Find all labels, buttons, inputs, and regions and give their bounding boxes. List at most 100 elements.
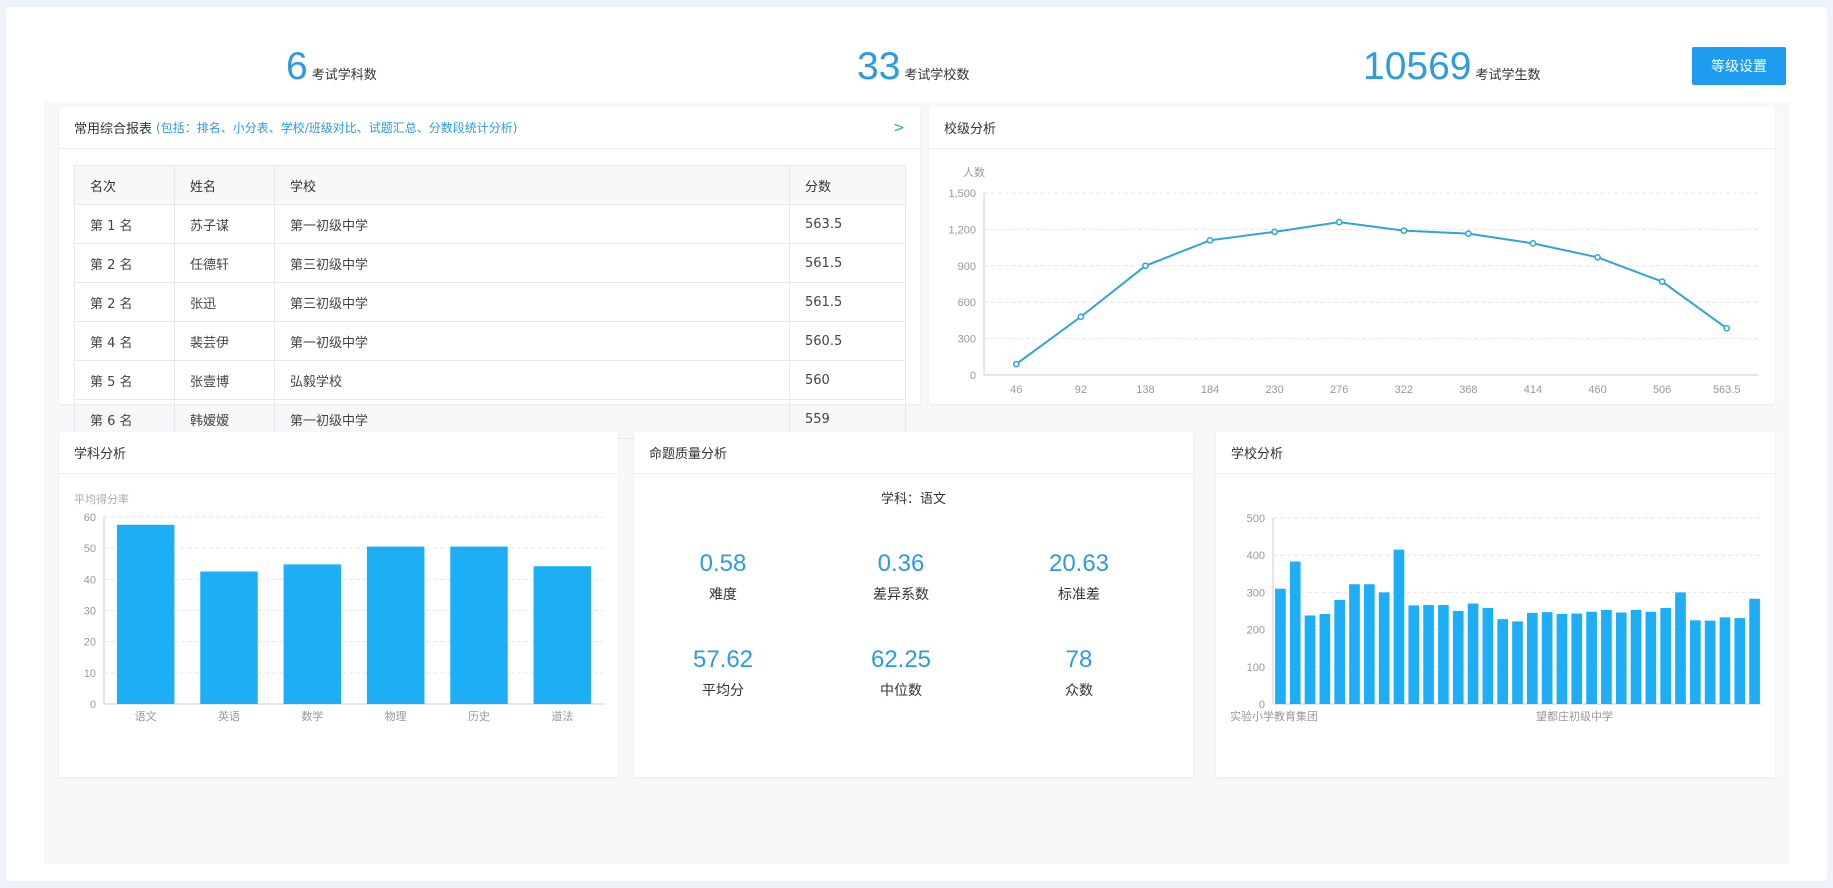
y-tick-label: 500: [1247, 513, 1265, 525]
stat-value: 33: [857, 45, 901, 88]
subject-title: 学科分析: [74, 447, 127, 462]
y-axis-title: 平均得分率: [74, 492, 129, 506]
school-level-card: 校级分析 人数 0 300 600 900 1,200 1,500 46 92 138 184 230…: [929, 107, 1775, 404]
bar: [1660, 608, 1672, 704]
metric-label: 中位数: [880, 683, 922, 699]
y-tick-label: 40: [84, 574, 96, 586]
y-tick-label: 50: [84, 543, 96, 555]
school-cell: 第一初级中学: [274, 321, 790, 361]
score-cell: 560: [789, 360, 906, 400]
school-header: 学校分析: [1216, 432, 1775, 474]
metric-mode: 78 众数: [990, 646, 1168, 700]
name-cell: 裴芸伊: [174, 321, 275, 361]
data-point: [1012, 360, 1020, 368]
bar: [1423, 605, 1434, 704]
column-header: 名次: [74, 165, 175, 205]
rank-cell: 第 2 名: [74, 282, 175, 322]
name-cell: 张迅: [174, 282, 275, 322]
bar: [1586, 611, 1597, 704]
quality-title: 命题质量分析: [649, 447, 728, 462]
table-row: 第 4 名 裴芸伊 第一初级中学 560.5: [74, 321, 906, 361]
bar: [1615, 612, 1627, 704]
school-cell: 弘毅学校: [274, 360, 790, 400]
x-tick-label: 506: [1653, 384, 1671, 396]
data-point: [1723, 324, 1731, 332]
bar: [1689, 620, 1701, 704]
bar: [1467, 603, 1479, 704]
stat-value: 10569: [1363, 45, 1472, 88]
x-tick-label: 414: [1524, 384, 1542, 396]
y-tick-label: 300: [1247, 587, 1265, 599]
data-point: [1594, 253, 1601, 261]
metric-value: 0.58: [699, 550, 747, 577]
rank-cell: 第 4 名: [74, 321, 175, 361]
x-tick-label: 实验小学教育集团: [1230, 709, 1318, 723]
report-card-header: 常用综合报表 (包括：排名、小分表、学校/班级对比、试题汇总、分数段统计分析) …: [59, 107, 920, 149]
x-tick-label: 563.5: [1713, 384, 1741, 396]
metric-label: 难度: [709, 587, 737, 603]
metric-average: 57.62 平均分: [634, 646, 812, 700]
metric-median: 62.25 中位数: [812, 646, 990, 700]
bar: [1497, 619, 1509, 704]
metric-value: 0.36: [877, 550, 925, 577]
bar: [1541, 612, 1553, 704]
y-tick-label: 0: [90, 699, 96, 711]
stat-label: 考试学生数: [1475, 68, 1541, 83]
bar: [1393, 549, 1405, 704]
column-header: 分数: [789, 165, 906, 205]
bar: [1438, 605, 1449, 704]
y-tick-label: 200: [1247, 625, 1265, 637]
bar: [1334, 599, 1346, 704]
score-cell: 561.5: [789, 243, 906, 283]
stat-school-count: 33 考试学校数: [857, 45, 969, 89]
metric-label: 差异系数: [873, 587, 929, 603]
school-card: 学校分析 0 100 200 300 400 500 实验小学教育集团 望都庄初级中学: [1216, 432, 1775, 777]
bar: [533, 566, 592, 704]
data-point: [1658, 278, 1666, 285]
y-tick-label: 300: [958, 334, 976, 346]
data-point: [1400, 227, 1408, 234]
bar: [1378, 592, 1390, 704]
metric-std-dev: 20.63 标准差: [990, 550, 1168, 604]
x-tick-label: 英语: [218, 709, 240, 723]
dashboard-page: 6 考试学科数 33 考试学校数 10569 考试学生数 等级设置 常用综合报表…: [6, 7, 1827, 881]
stat-subject-count: 6 考试学科数: [286, 45, 377, 89]
school-level-title: 校级分析: [944, 122, 997, 137]
data-point: [1465, 230, 1472, 237]
series-line: [1015, 221, 1728, 365]
subject-card: 学科分析 平均得分率 0 10 20 30 40 50 60 语文 英语 数学 物理 历史 道法: [59, 432, 618, 777]
metric-label: 平均分: [702, 683, 744, 699]
school-level-header: 校级分析: [929, 107, 1775, 149]
bar: [1704, 620, 1716, 704]
x-tick-label: 138: [1136, 384, 1154, 396]
y-tick-label: 400: [1247, 550, 1265, 562]
y-tick-label: 1,200: [948, 224, 976, 236]
ranking-table: 名次 姓名 学校 分数 第 1 名 苏子谋 第一初级中学 563.5 第 2 名: [74, 165, 906, 439]
bar: [116, 524, 175, 704]
y-tick-label: 1,500: [948, 188, 976, 200]
bar: [1319, 613, 1331, 704]
y-tick-label: 30: [84, 606, 96, 618]
bar: [1645, 611, 1657, 704]
data-point: [1271, 228, 1278, 236]
report-more-link[interactable]: >: [893, 119, 905, 136]
y-tick-label: 0: [1259, 699, 1265, 711]
score-cell: 563.5: [789, 204, 906, 244]
grade-settings-button[interactable]: 等级设置: [1692, 47, 1786, 85]
metric-variation: 0.36 差异系数: [812, 550, 990, 604]
bar: [1408, 605, 1420, 704]
stat-value: 6: [286, 45, 308, 88]
rank-cell: 第 2 名: [74, 243, 175, 283]
x-tick-label: 物理: [385, 709, 407, 723]
rank-cell: 第 5 名: [74, 360, 175, 400]
x-tick-label: 460: [1588, 384, 1606, 396]
name-cell: 苏子谋: [174, 204, 275, 244]
school-level-line-chart: 人数 0 300 600 900 1,200 1,500 46 92 138 184 230 276 32…: [948, 166, 1759, 396]
bar: [200, 571, 258, 704]
x-tick-label: 语文: [135, 709, 157, 723]
report-card-subtitle: (包括：排名、小分表、学校/班级对比、试题汇总、分数段统计分析): [156, 121, 518, 135]
bar: [1349, 584, 1360, 704]
y-tick-label: 100: [1247, 662, 1265, 674]
subject-header: 学科分析: [59, 432, 618, 474]
x-tick-label: 历史: [468, 710, 490, 723]
